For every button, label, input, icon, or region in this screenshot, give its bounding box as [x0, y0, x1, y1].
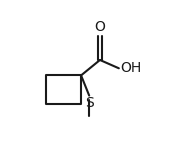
- Text: O: O: [94, 20, 105, 34]
- Text: OH: OH: [120, 61, 141, 75]
- Text: S: S: [85, 96, 94, 110]
